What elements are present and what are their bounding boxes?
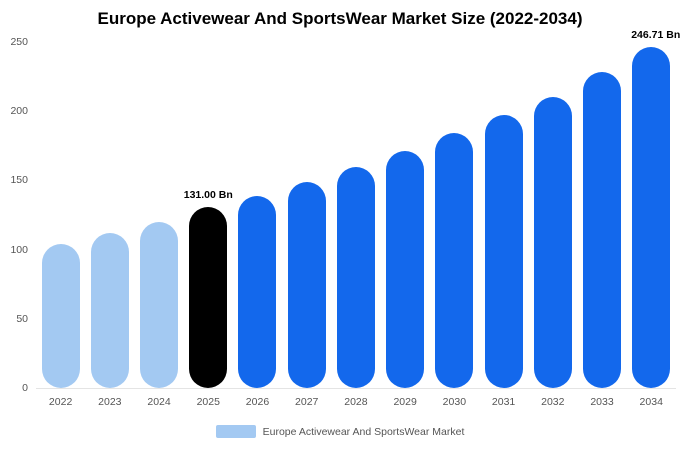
bar-column-2031 xyxy=(483,42,525,388)
x-tick-2025: 2025 xyxy=(196,396,220,408)
y-tick-250: 250 xyxy=(10,36,28,48)
legend-label: Europe Activewear And SportsWear Market xyxy=(262,425,465,438)
x-tick-2033: 2033 xyxy=(590,396,614,408)
bar-2028[interactable] xyxy=(336,166,375,388)
bar-2034[interactable] xyxy=(632,46,671,388)
x-tick-2029: 2029 xyxy=(393,396,417,408)
bar-column-2022 xyxy=(40,42,82,388)
chart-title: Europe Activewear And SportsWear Market … xyxy=(97,9,583,28)
x-tick-2031: 2031 xyxy=(491,396,516,408)
bar-column-2030 xyxy=(433,42,475,388)
bar-2024[interactable] xyxy=(140,221,179,388)
y-tick-0: 0 xyxy=(22,382,28,394)
bar-2033[interactable] xyxy=(583,72,622,388)
bar-2032[interactable] xyxy=(533,97,572,388)
legend-swatch xyxy=(215,425,256,438)
x-tick-2026: 2026 xyxy=(245,396,270,408)
value-label-2034: 246.71 Bn xyxy=(631,28,680,41)
bar-2027[interactable] xyxy=(287,181,326,388)
x-tick-2034: 2034 xyxy=(639,396,663,408)
legend: Europe Activewear And SportsWear Market xyxy=(0,425,680,438)
bar-2031[interactable] xyxy=(484,115,523,388)
bar-2029[interactable] xyxy=(386,151,425,388)
bar-column-2032 xyxy=(532,42,574,388)
bar-column-2028 xyxy=(335,42,377,388)
bar-column-2029 xyxy=(384,42,426,388)
bar-column-2027 xyxy=(286,42,328,388)
plot-area: 131.00 Bn 246.71 Bn xyxy=(36,29,680,389)
bar-2022[interactable] xyxy=(41,244,80,388)
y-tick-200: 200 xyxy=(10,105,28,118)
y-tick-100: 100 xyxy=(10,243,28,256)
bar-2025[interactable] xyxy=(189,206,228,388)
bar-2030[interactable] xyxy=(435,133,474,388)
bar-2023[interactable] xyxy=(90,233,129,388)
bar-column-2025: 131.00 Bn xyxy=(184,42,233,388)
x-tick-2023: 2023 xyxy=(98,396,122,408)
x-axis: 2022 2023 2024 2025 2026 2027 2028 2029 2030 2031… xyxy=(36,396,676,408)
bar-column-2033 xyxy=(581,42,623,388)
x-tick-2028: 2028 xyxy=(344,396,368,408)
x-tick-2032: 2032 xyxy=(541,396,565,408)
y-tick-150: 150 xyxy=(10,174,28,187)
bar-column-2034: 246.71 Bn xyxy=(630,29,680,388)
bar-column-2026 xyxy=(236,42,278,388)
x-tick-2022: 2022 xyxy=(48,396,73,408)
x-tick-2024: 2024 xyxy=(147,396,171,408)
value-label-2025: 131.00 Bn xyxy=(183,188,233,201)
bar-2026[interactable] xyxy=(238,195,277,388)
bar-column-2024 xyxy=(138,42,180,388)
x-tick-2027: 2027 xyxy=(295,396,319,408)
x-tick-2030: 2030 xyxy=(442,396,467,408)
bar-column-2023 xyxy=(89,42,131,388)
y-axis: 0 50 100 150 200 250 xyxy=(0,0,30,450)
y-tick-50: 50 xyxy=(16,312,28,325)
